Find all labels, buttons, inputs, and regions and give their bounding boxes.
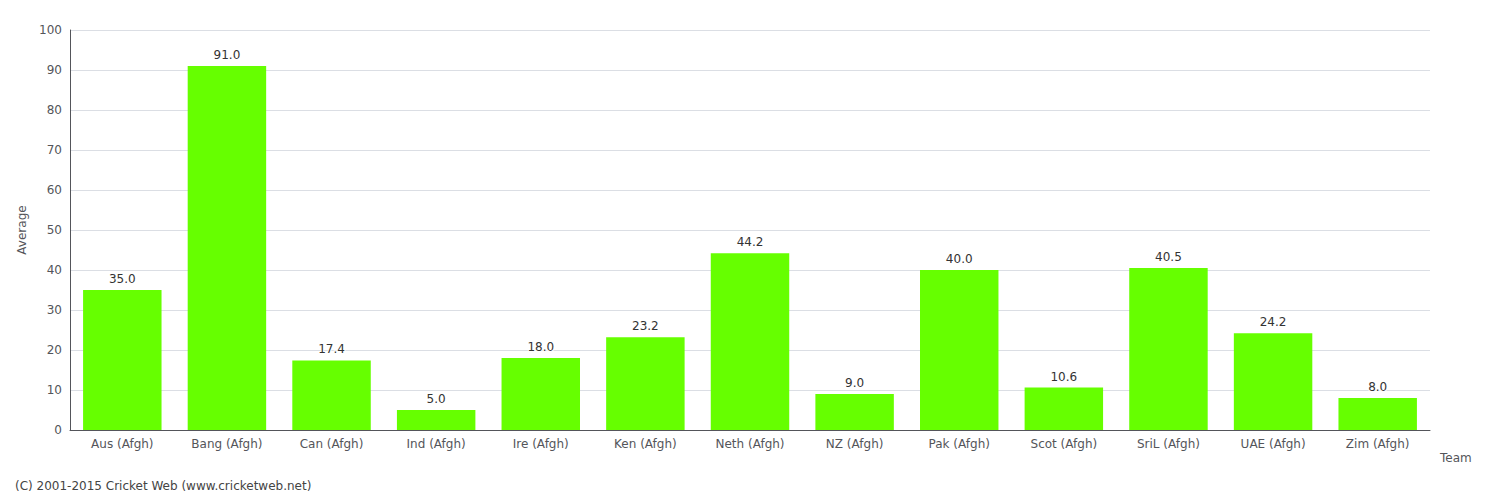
svg-text:90: 90: [47, 63, 62, 77]
svg-text:9.0: 9.0: [845, 376, 864, 390]
svg-text:8.0: 8.0: [1368, 380, 1387, 394]
svg-text:Neth (Afgh): Neth (Afgh): [715, 437, 784, 451]
svg-text:Can (Afgh): Can (Afgh): [300, 437, 364, 451]
svg-text:20: 20: [47, 343, 62, 357]
svg-text:10: 10: [47, 383, 62, 397]
svg-text:NZ (Afgh): NZ (Afgh): [826, 437, 884, 451]
svg-text:70: 70: [47, 143, 62, 157]
svg-text:Pak (Afgh): Pak (Afgh): [929, 437, 990, 451]
svg-text:10.6: 10.6: [1050, 370, 1077, 384]
svg-text:50: 50: [47, 223, 62, 237]
svg-text:40.0: 40.0: [946, 252, 973, 266]
svg-text:40.5: 40.5: [1155, 250, 1182, 264]
svg-text:Ken (Afgh): Ken (Afgh): [614, 437, 677, 451]
svg-text:60: 60: [47, 183, 62, 197]
svg-text:Average: Average: [15, 205, 29, 254]
svg-text:Zim (Afgh): Zim (Afgh): [1346, 437, 1410, 451]
svg-text:5.0: 5.0: [427, 392, 446, 406]
svg-text:23.2: 23.2: [632, 319, 659, 333]
svg-text:18.0: 18.0: [527, 340, 554, 354]
svg-text:UAE (Afgh): UAE (Afgh): [1241, 437, 1306, 451]
svg-text:100: 100: [39, 23, 62, 37]
svg-text:Ind (Afgh): Ind (Afgh): [407, 437, 466, 451]
svg-text:Scot (Afgh): Scot (Afgh): [1031, 437, 1098, 451]
svg-text:30: 30: [47, 303, 62, 317]
svg-text:0: 0: [54, 423, 62, 437]
svg-text:Aus (Afgh): Aus (Afgh): [91, 437, 153, 451]
svg-text:Team: Team: [1439, 451, 1472, 465]
svg-text:24.2: 24.2: [1260, 315, 1287, 329]
svg-text:35.0: 35.0: [109, 272, 136, 286]
svg-text:Ire (Afgh): Ire (Afgh): [513, 437, 569, 451]
svg-text:44.2: 44.2: [737, 235, 764, 249]
svg-text:80: 80: [47, 103, 62, 117]
svg-text:40: 40: [47, 263, 62, 277]
svg-text:Bang (Afgh): Bang (Afgh): [191, 437, 262, 451]
svg-text:SriL (Afgh): SriL (Afgh): [1137, 437, 1200, 451]
svg-text:17.4: 17.4: [318, 342, 345, 356]
svg-text:(C) 2001-2015 Cricket Web (www: (C) 2001-2015 Cricket Web (www.cricketwe…: [15, 479, 311, 493]
svg-text:91.0: 91.0: [214, 48, 241, 62]
